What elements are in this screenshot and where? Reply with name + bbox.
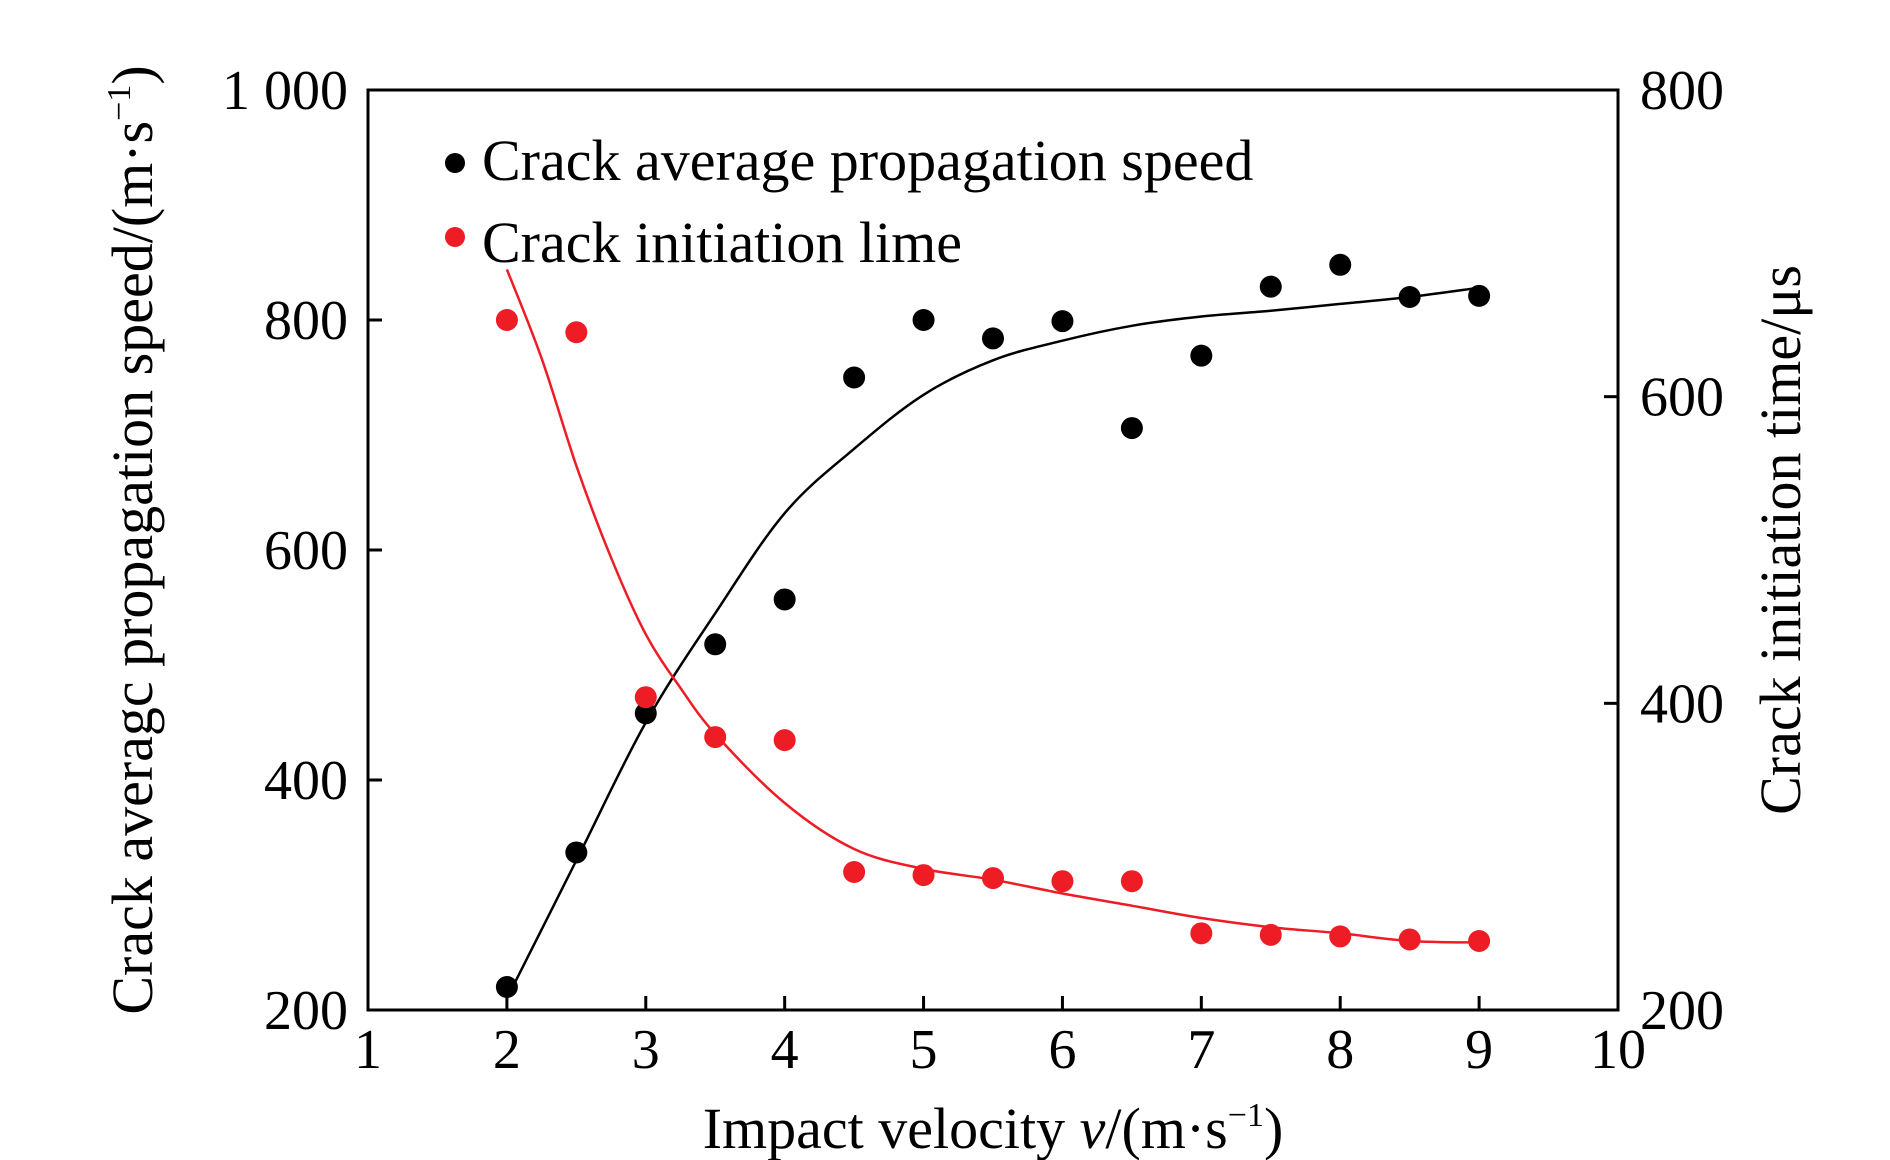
data-point-series-0 bbox=[634, 702, 657, 725]
left-y-tick-label: 600 bbox=[264, 520, 348, 582]
x-axis-ticks: 1 2 3 4 5 6 7 8 9 10 bbox=[354, 996, 1646, 1081]
x-tick-label: 5 bbox=[910, 1019, 938, 1081]
right-y-tick-label: 800 bbox=[1640, 60, 1724, 122]
legend-marker-initiation bbox=[445, 227, 465, 247]
data-point-series-1 bbox=[495, 309, 518, 331]
x-tick-label: 9 bbox=[1465, 1019, 1493, 1081]
data-point-series-1 bbox=[1329, 925, 1352, 948]
data-point-series-0 bbox=[1190, 344, 1213, 367]
data-point-series-1 bbox=[1120, 870, 1143, 893]
x-tick-label: 7 bbox=[1187, 1019, 1215, 1081]
data-point-series-1 bbox=[1398, 928, 1421, 951]
data-point-series-0 bbox=[1259, 275, 1282, 298]
legend-marker-speed bbox=[445, 153, 465, 173]
right-y-tick-label: 600 bbox=[1640, 367, 1724, 429]
data-point-series-0 bbox=[982, 327, 1004, 350]
fit-curve-series-0 bbox=[505, 286, 1480, 1000]
left-y-axis-title: Crack averagc propagation speed/(m·s−1) bbox=[100, 65, 165, 1014]
x-tick-label: 6 bbox=[1048, 1019, 1076, 1081]
data-point-series-1 bbox=[1051, 870, 1074, 893]
x-tick-label: 2 bbox=[493, 1019, 521, 1081]
left-y-axis-title-exponent: −1 bbox=[101, 85, 138, 121]
data-point-series-1 bbox=[1468, 930, 1491, 952]
fit-curves bbox=[505, 268, 1480, 1000]
right-y-tick-label: 200 bbox=[1640, 980, 1724, 1042]
left-y-axis-ticks: 200 400 600 800 1 000 bbox=[222, 60, 382, 1042]
x-axis-title-unit: /(m·s bbox=[1105, 1096, 1227, 1160]
data-point-series-0 bbox=[1398, 286, 1421, 308]
data-point-series-1 bbox=[634, 686, 657, 709]
data-point-series-0 bbox=[704, 633, 727, 656]
data-point-series-0 bbox=[1468, 284, 1491, 307]
data-point-series-1 bbox=[843, 861, 866, 883]
x-tick-label: 1 bbox=[354, 1019, 382, 1081]
data-point-series-1 bbox=[565, 321, 588, 344]
legend-label-speed: Crack average propagation speed bbox=[482, 128, 1253, 193]
x-tick-label: 10 bbox=[1590, 1019, 1646, 1081]
data-point-series-1 bbox=[1190, 922, 1213, 945]
left-y-tick-label: 800 bbox=[264, 290, 348, 352]
data-point-series-0 bbox=[843, 366, 866, 389]
fit-curve-series-1 bbox=[505, 268, 1480, 944]
data-point-series-0 bbox=[565, 841, 588, 864]
left-y-tick-label: 1 000 bbox=[222, 60, 348, 122]
data-point-series-1 bbox=[1259, 923, 1282, 946]
data-point-series-0 bbox=[1051, 310, 1074, 333]
data-point-series-0 bbox=[773, 588, 796, 611]
data-point-series-0 bbox=[1329, 253, 1352, 276]
legend-label-initiation: Crack initiation lime bbox=[482, 210, 962, 275]
right-y-tick-label: 400 bbox=[1640, 673, 1724, 735]
left-y-axis-title-text: Crack averagc propagation speed/(m·s bbox=[100, 121, 165, 1015]
data-point-series-1 bbox=[912, 864, 935, 887]
data-point-series-1 bbox=[982, 867, 1004, 890]
x-axis-title: Impact velocity v/(m·s−1) bbox=[703, 1096, 1284, 1160]
x-tick-label: 3 bbox=[632, 1019, 660, 1081]
data-points bbox=[495, 253, 1491, 998]
right-y-axis-title: Crack initiation time/μs bbox=[1748, 265, 1813, 815]
data-point-series-0 bbox=[912, 309, 935, 331]
x-axis-title-close: ) bbox=[1264, 1096, 1283, 1160]
x-axis-title-exponent: −1 bbox=[1228, 1097, 1264, 1134]
right-y-axis-ticks: 200 400 600 800 bbox=[1604, 60, 1724, 1042]
legend: Crack average propagation speed Crack in… bbox=[445, 128, 1253, 275]
data-point-series-0 bbox=[1120, 417, 1143, 440]
x-tick-label: 4 bbox=[771, 1019, 799, 1081]
data-point-series-1 bbox=[704, 726, 727, 749]
x-tick-label: 8 bbox=[1326, 1019, 1354, 1081]
x-axis-title-prefix: Impact velocity bbox=[703, 1096, 1080, 1160]
left-y-tick-label: 400 bbox=[264, 750, 348, 812]
data-point-series-1 bbox=[773, 729, 796, 752]
data-point-series-0 bbox=[495, 976, 518, 998]
left-y-axis-title-close: ) bbox=[100, 65, 165, 84]
left-y-tick-label: 200 bbox=[264, 980, 348, 1042]
x-axis-title-variable: v bbox=[1080, 1096, 1106, 1160]
